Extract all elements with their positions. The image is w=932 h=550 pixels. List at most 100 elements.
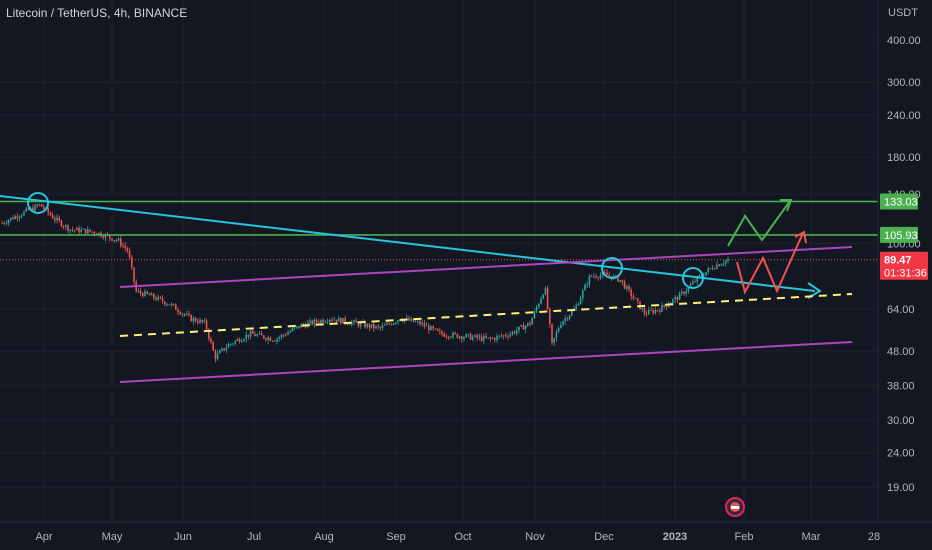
- level-price-text: 105.93: [884, 230, 918, 242]
- candle-body: [676, 297, 679, 300]
- highlight-circle: [601, 257, 623, 279]
- candle-body: [628, 286, 630, 290]
- candle-body: [18, 216, 21, 219]
- candle-body: [557, 327, 560, 333]
- candle-body: [483, 336, 485, 341]
- candle-body: [656, 309, 659, 311]
- candle-body: [265, 338, 267, 340]
- x-tick-label: Dec: [594, 531, 614, 543]
- candle-body: [626, 286, 628, 289]
- candle-body: [186, 313, 188, 315]
- candle-body: [364, 322, 366, 328]
- time-axis[interactable]: Apr May Jun Jul Aug Sep Oct Nov Dec 2023 Feb Mar 28: [0, 497, 932, 543]
- candle-body: [247, 334, 250, 337]
- candle-body: [271, 340, 274, 342]
- candle-body: [56, 217, 58, 221]
- candle-body: [599, 274, 602, 278]
- price-axis[interactable]: USDT400.00300.00240.00180.00140.00100.00…: [877, 0, 928, 522]
- candle-body: [439, 330, 441, 332]
- candle-body: [694, 281, 696, 283]
- candle-body: [716, 264, 718, 269]
- candle-body: [714, 268, 716, 270]
- candle-body: [324, 321, 327, 323]
- candle-body: [489, 337, 492, 339]
- candle-body: [674, 297, 676, 300]
- candle-body: [285, 334, 287, 336]
- candle-body: [566, 318, 569, 320]
- candle-body: [373, 324, 375, 329]
- candle-body: [5, 223, 8, 225]
- candle-body: [663, 305, 665, 307]
- y-tick-label: 30.00: [887, 415, 915, 427]
- candle-body: [496, 336, 498, 341]
- candle-body: [126, 248, 129, 251]
- candle-body: [681, 291, 683, 294]
- candle-body: [621, 280, 624, 282]
- candle-body: [58, 217, 60, 221]
- candle-body: [634, 298, 637, 300]
- candle-body: [16, 216, 19, 219]
- candle-body: [342, 317, 344, 324]
- candle-body: [672, 299, 674, 303]
- candle-body: [161, 298, 164, 302]
- candle-body: [469, 334, 472, 340]
- candle-body: [608, 274, 610, 277]
- candle-body: [318, 322, 320, 324]
- candle-body: [659, 310, 661, 312]
- candle-body: [278, 337, 280, 339]
- candle-body: [661, 305, 663, 312]
- candle-body: [76, 227, 78, 231]
- candle-body: [245, 334, 247, 340]
- candle-body: [300, 324, 302, 328]
- candle-body: [366, 324, 368, 328]
- candle-body: [199, 319, 201, 323]
- candle-body: [133, 267, 135, 282]
- candle-body: [507, 336, 509, 337]
- candle-body: [227, 344, 230, 348]
- candle-body: [458, 336, 461, 338]
- candle-body: [146, 291, 148, 294]
- candle-body: [436, 328, 439, 331]
- candle-body: [155, 297, 157, 300]
- candle-body: [386, 323, 388, 325]
- x-tick-label: May: [102, 531, 123, 543]
- y-tick-label: 64.00: [887, 304, 915, 316]
- level-price-text: 133.03: [884, 197, 918, 209]
- candle-body: [282, 334, 285, 336]
- candle-body: [593, 276, 595, 277]
- candle-body: [423, 322, 426, 327]
- candle-body: [502, 335, 505, 337]
- candle-body: [139, 290, 142, 294]
- candle-body: [172, 303, 175, 305]
- candle-body: [166, 304, 168, 306]
- candle-body: [410, 318, 412, 321]
- candle-body: [40, 204, 43, 207]
- candle-body: [223, 348, 225, 351]
- candle-body: [562, 321, 564, 325]
- candle-body: [412, 318, 415, 322]
- candle-body: [637, 298, 639, 302]
- candle-body: [546, 288, 549, 310]
- candle-body: [700, 275, 703, 276]
- x-tick-label: Jun: [174, 531, 192, 543]
- candle-body: [313, 319, 316, 325]
- candle-body: [441, 331, 443, 335]
- candle-body: [80, 229, 82, 233]
- candle-body: [359, 322, 362, 327]
- candle-body: [274, 340, 276, 342]
- candle-body: [280, 334, 283, 338]
- candle-body: [667, 304, 670, 307]
- candle-body: [630, 289, 632, 297]
- candle-body: [234, 340, 236, 344]
- candle-body: [597, 277, 599, 279]
- candle-body: [445, 336, 448, 338]
- candle-body: [98, 232, 100, 235]
- candle-body: [113, 240, 115, 242]
- candle-body: [491, 338, 494, 339]
- candle-body: [120, 238, 122, 246]
- candle-body: [639, 301, 641, 310]
- level-price-tag: [880, 193, 918, 210]
- candle-body: [177, 310, 179, 313]
- candle-body: [69, 229, 71, 231]
